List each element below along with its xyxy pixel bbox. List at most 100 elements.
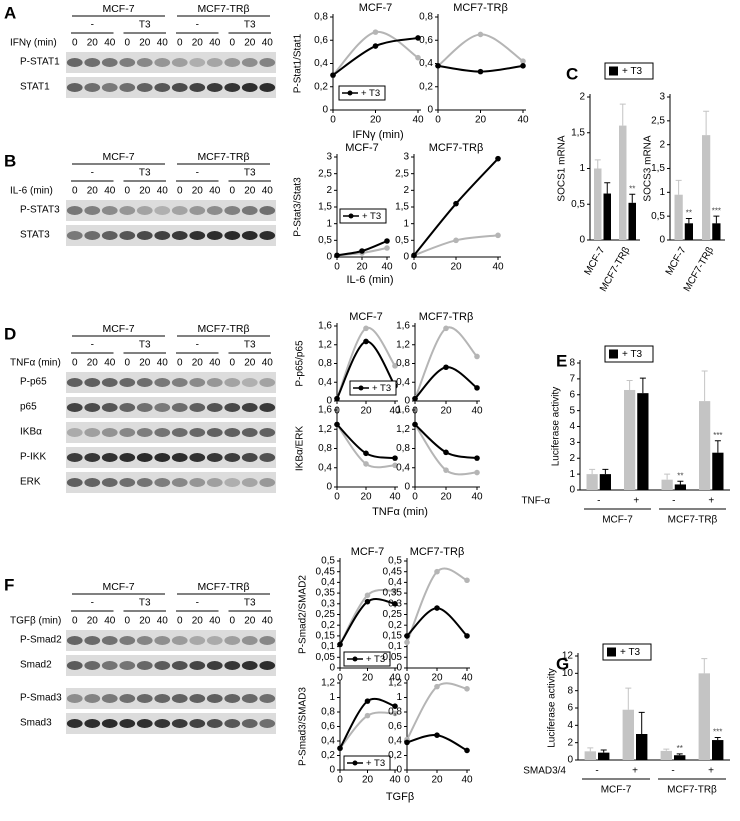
x-tick-label: 0 xyxy=(404,775,410,786)
y-tick-label: 0,3 xyxy=(388,598,402,609)
y-tick-label: 0 xyxy=(326,396,332,407)
data-point xyxy=(434,568,440,575)
data-point xyxy=(330,72,336,78)
row-label: ERK xyxy=(20,477,41,488)
lane-label: 0 xyxy=(124,358,130,369)
x-tick-label: 0 xyxy=(411,262,417,273)
lane-label: 20 xyxy=(139,616,151,627)
blot-band xyxy=(171,661,188,670)
lane-label: 20 xyxy=(244,616,256,627)
y-tick-label: 2 xyxy=(659,139,665,150)
blot-band xyxy=(154,453,171,462)
row-label: p65 xyxy=(20,402,37,413)
y-axis-label: Luciferase activity xyxy=(551,387,562,466)
panel-letter: B xyxy=(4,151,16,170)
y-tick-label: 1,5 xyxy=(571,127,585,138)
data-point xyxy=(392,455,398,461)
y-tick-label: 0 xyxy=(329,663,335,674)
chart-title: MCF-7 xyxy=(345,142,379,154)
chart-title: MCF7-TRβ xyxy=(419,311,474,323)
y-tick-label: 0,4 xyxy=(318,462,332,473)
blot-band xyxy=(119,478,136,487)
x-tick-label: - xyxy=(597,496,600,507)
lane-label: 40 xyxy=(209,38,221,49)
blot-band xyxy=(224,478,241,487)
blot-band xyxy=(171,403,188,412)
blot-band xyxy=(224,694,241,703)
blot-band xyxy=(136,453,153,462)
y-tick-label: 0 xyxy=(427,105,433,116)
y-tick-label: 4 xyxy=(567,720,573,731)
y-tick-label: 0,5 xyxy=(651,211,665,222)
blot-band xyxy=(119,231,136,240)
y-axis-label: P-p65/p65 xyxy=(295,340,306,387)
blot-strip xyxy=(66,630,276,651)
y-tick-label: 0 xyxy=(403,252,409,263)
x-tick-label: 40 xyxy=(471,492,483,503)
data-point xyxy=(495,232,501,239)
blot-band xyxy=(206,231,223,240)
row-label: IKBα xyxy=(20,427,42,438)
blot-band xyxy=(119,636,136,645)
data-point xyxy=(474,385,480,391)
blot-band xyxy=(101,403,118,412)
y-tick-label: 0 xyxy=(396,765,402,776)
bar xyxy=(712,452,724,490)
significance-label: ** xyxy=(629,184,635,193)
y-tick-label: 0,2 xyxy=(321,750,335,761)
data-point xyxy=(434,732,440,738)
x-tick-label: 0 xyxy=(334,262,340,273)
blot-band xyxy=(171,719,188,728)
data-point xyxy=(477,68,484,75)
lane-label: 40 xyxy=(209,616,221,627)
blot-band xyxy=(66,58,83,67)
blot-band xyxy=(224,83,241,92)
condition-label: - xyxy=(196,340,199,351)
x-tick-label: 20 xyxy=(356,262,368,273)
error-bar xyxy=(587,747,594,752)
legend-label: + T3 xyxy=(362,211,381,222)
y-tick-label: 0,6 xyxy=(419,35,433,46)
blot-band xyxy=(101,206,118,215)
panel-letter: C xyxy=(566,64,578,83)
data-point xyxy=(392,462,398,469)
lane-label: 40 xyxy=(157,358,169,369)
blot-band xyxy=(66,478,83,487)
blot-band xyxy=(136,428,153,437)
bar xyxy=(698,673,710,760)
bar xyxy=(637,393,649,490)
blot-band xyxy=(101,661,118,670)
legend-label: + T3 xyxy=(366,654,385,665)
legend-dot xyxy=(358,385,364,391)
lane-label: 0 xyxy=(124,186,130,197)
row-label: Smad3 xyxy=(20,718,52,729)
data-point xyxy=(474,455,480,461)
lane-label: 0 xyxy=(229,186,235,197)
y-tick-label: 0 xyxy=(326,482,332,493)
x-tick-label: MCF-7 xyxy=(664,245,689,277)
blot-band xyxy=(206,636,223,645)
data-point xyxy=(363,450,369,457)
bar xyxy=(619,125,627,240)
data-point xyxy=(372,29,379,35)
data-point xyxy=(364,698,371,704)
y-tick-label: 0,5 xyxy=(388,556,402,567)
condition-label: T3 xyxy=(139,598,151,609)
lane-label: 40 xyxy=(262,358,274,369)
x-tick-label: 0 xyxy=(330,115,336,126)
y-tick-label: 0,4 xyxy=(321,736,335,747)
condition-label: - xyxy=(196,168,199,179)
y-tick-label: 0,6 xyxy=(321,721,335,732)
row-label: P-p65 xyxy=(20,377,47,388)
y-tick-label: 0,25 xyxy=(383,609,403,620)
x-tick-label: + xyxy=(708,766,714,777)
blot-band xyxy=(241,636,258,645)
blot-strip xyxy=(66,397,276,418)
blot-band xyxy=(206,453,223,462)
row-label: P-Smad3 xyxy=(20,693,62,704)
error-bar xyxy=(625,687,632,710)
panel-letter: E xyxy=(556,351,567,370)
y-tick-label: 0,8 xyxy=(396,443,410,454)
data-point xyxy=(443,467,449,473)
blot-band xyxy=(224,719,241,728)
